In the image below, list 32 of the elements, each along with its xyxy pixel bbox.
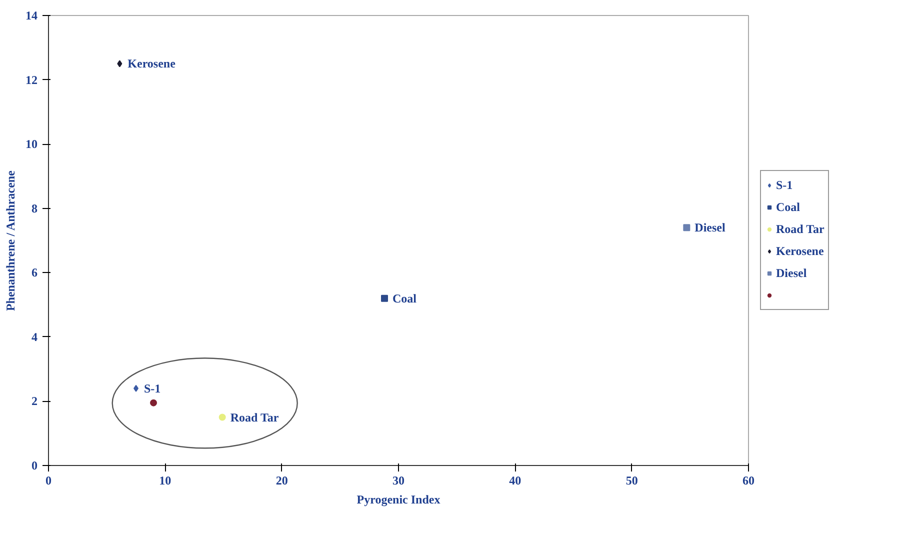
text: Diesel xyxy=(694,220,726,235)
text: S-1 xyxy=(144,381,161,396)
y-tick-label: 14 xyxy=(26,8,38,22)
y-axis-title: Phenanthrene / Anthracene xyxy=(4,170,18,312)
text: Road Tar xyxy=(230,410,279,424)
y-tick-label: 4 xyxy=(32,330,38,344)
point xyxy=(683,224,690,232)
y-tick-label: 12 xyxy=(26,72,38,87)
y-tick-label: 10 xyxy=(26,137,38,152)
y-tick-label: 6 xyxy=(32,266,38,280)
point xyxy=(150,399,157,406)
x-tick-label: 20 xyxy=(276,474,288,488)
x-tick-label: 50 xyxy=(626,474,638,488)
y-tick-label: 8 xyxy=(32,201,38,216)
y-tick-label: 0 xyxy=(32,458,38,472)
point xyxy=(117,60,122,68)
legend-label: Road Tar xyxy=(776,222,824,236)
x-axis-title: Pyrogenic Index xyxy=(356,492,440,506)
point xyxy=(381,294,388,302)
x-tick-label: 60 xyxy=(742,474,754,488)
point xyxy=(218,414,226,421)
legend-label: Diesel xyxy=(776,266,807,280)
x-tick-label: 30 xyxy=(392,474,404,488)
x-tick-label: 10 xyxy=(159,474,172,488)
x-tick-label: 0 xyxy=(46,474,52,488)
y-tick-label: 2 xyxy=(32,394,38,408)
legend-label: S-1 xyxy=(776,178,794,192)
x-tick-label: 40 xyxy=(509,474,522,488)
legend-label: Coal xyxy=(776,200,800,214)
text: Kerosene xyxy=(128,56,176,71)
text: Coal xyxy=(392,291,416,306)
legend-label: Kerosene xyxy=(776,244,824,258)
